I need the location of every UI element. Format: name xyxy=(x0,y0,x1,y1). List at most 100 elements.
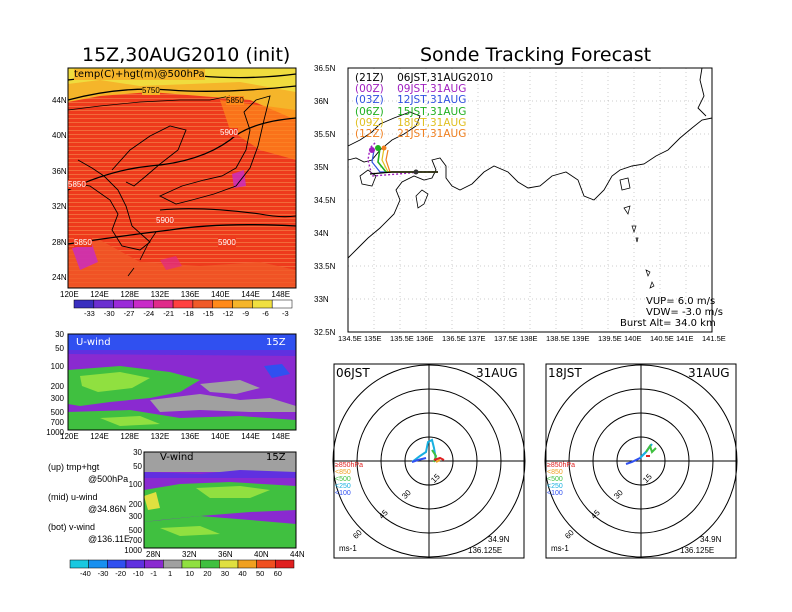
lon-tick-label: 136E xyxy=(180,432,200,441)
lat-tick-label: 40N xyxy=(52,131,67,141)
colorbar-tick-label: -33 xyxy=(84,309,95,318)
hodo-right-unit: ms-1 xyxy=(551,544,569,553)
colorbar-swatch xyxy=(153,299,174,309)
hodo-right-date: 31AUG xyxy=(688,366,730,380)
colorbar-swatch xyxy=(133,299,154,309)
contour-label: 5850 xyxy=(68,180,86,189)
hodo-right-time: 18JST xyxy=(548,366,582,380)
level-legend-item: <850 xyxy=(335,469,351,476)
lat-tick-label: 32N xyxy=(52,202,67,212)
hodo-right-lon: 136.125E xyxy=(680,546,715,555)
lat-tick-label: 32N xyxy=(182,550,197,559)
colorbar-swatch xyxy=(275,559,295,569)
colorbar-tick-label: 20 xyxy=(203,569,212,578)
colorbar-tick-label: -1 xyxy=(150,569,158,578)
colorbar-swatch xyxy=(125,559,145,569)
colorbar-tick-label: -9 xyxy=(242,309,250,318)
pressure-tick-label: 100 xyxy=(128,480,142,489)
lon-tick-label: 140E xyxy=(211,432,230,441)
colorbar-swatch xyxy=(163,559,183,569)
colorbar-swatch xyxy=(232,299,253,309)
legend-bot-1: (bot) v-wind xyxy=(48,522,96,532)
track-legend-item: (00Z) 09JST,31AUG xyxy=(355,83,466,95)
lat-tick-label: 36N xyxy=(218,550,233,559)
pressure-tick-label: 50 xyxy=(133,462,142,471)
hodo-left-lon: 136.125E xyxy=(468,546,503,555)
lon-tick-label: 140.5E xyxy=(650,334,674,343)
legend-mid-2: @34.86N xyxy=(88,504,127,514)
lon-tick-label: 144E xyxy=(241,290,260,299)
colorbar-tick-label: -3 xyxy=(282,309,289,318)
lon-tick-label: 120E xyxy=(60,432,79,441)
colorbar-swatch xyxy=(88,559,108,569)
lon-tick-label: 136E xyxy=(180,290,200,299)
colorbar-tick-label: 10 xyxy=(185,569,194,578)
legend-text: 21JST,31AUG xyxy=(393,128,467,140)
lon-tick-label: 137.5E xyxy=(494,334,518,343)
level-legend-item: ≥850hPa xyxy=(547,462,575,469)
lon-tick-label: 128E xyxy=(120,290,140,299)
level-legend-item: ≥850hPa xyxy=(335,462,363,469)
track-legend-item: (09Z) 18JST,31AUG xyxy=(355,117,466,129)
legend-tag: (21Z) xyxy=(355,72,384,84)
colorbar-tick-label: -40 xyxy=(80,569,91,578)
legend-mid-1: (mid) u-wind xyxy=(48,492,98,502)
lat-tick-label: 36N xyxy=(314,97,329,106)
lon-tick-label: 128E xyxy=(120,432,140,441)
contour-label: 5850 xyxy=(226,96,244,105)
colorbar-swatch xyxy=(200,559,220,569)
pressure-tick-label: 700 xyxy=(50,418,64,427)
legend-tag: (06Z) xyxy=(355,105,384,118)
hodo-left-lat: 34.9N xyxy=(488,535,510,544)
lat-tick-label: 36N xyxy=(52,166,67,176)
legend-tag: (03Z) xyxy=(355,94,384,107)
lon-tick-label: 136.5E xyxy=(442,334,466,343)
colorbar-tick-label: -27 xyxy=(123,309,135,318)
colorbar-tick-label: 40 xyxy=(238,569,247,578)
pressure-tick-label: 1000 xyxy=(124,546,142,555)
lat-tick-label: 34N xyxy=(314,229,329,238)
lat-tick-label: 40N xyxy=(254,550,269,559)
contour-label: 5750 xyxy=(142,86,160,95)
lon-tick-label: 148E xyxy=(271,290,291,299)
lon-tick-label: 144E xyxy=(241,432,260,441)
colorbar-tick-label: 50 xyxy=(256,569,265,578)
contour-label: 5900 xyxy=(156,216,174,225)
legend-tag: (12Z) xyxy=(355,128,384,140)
lon-tick-label: 124E xyxy=(90,290,109,299)
pressure-tick-label: 200 xyxy=(50,382,64,391)
lat-tick-label: 33.5N xyxy=(314,262,336,271)
level-legend-item: <250 xyxy=(335,483,351,490)
lon-tick-label: 139E xyxy=(572,334,590,343)
legend-up-1: (up) tmp+hgt xyxy=(48,462,100,472)
lon-tick-label: 135E xyxy=(364,334,382,343)
colorbar-swatch xyxy=(192,299,213,309)
colorbar-swatch xyxy=(237,559,257,569)
level-legend-item: <100 xyxy=(547,490,563,497)
colorbar-swatch xyxy=(212,299,233,309)
lon-tick-label: 135.5E xyxy=(390,334,414,343)
colorbar-swatch xyxy=(113,299,134,309)
colorbar-tick-label: -24 xyxy=(143,309,155,318)
colorbar-swatch xyxy=(252,299,273,309)
track-legend-item: (03Z) 12JST,31AUG xyxy=(355,94,466,106)
legend-text: 06JST,31AUG2010 xyxy=(393,72,494,84)
level-legend-item: <100 xyxy=(335,490,351,497)
lat-tick-label: 44N xyxy=(52,96,67,105)
temperature-height-map xyxy=(67,67,297,289)
param-vup: VUP= 6.0 m/s xyxy=(646,296,716,307)
colorbar-swatch xyxy=(256,559,276,569)
upper-map-label: temp(C)+hgt(m)@500hPa xyxy=(74,69,205,80)
lon-tick-label: 132E xyxy=(150,432,170,441)
colorbar-swatch xyxy=(172,299,194,309)
lon-tick-label: 138.5E xyxy=(546,334,570,343)
colorbar-swatch xyxy=(271,299,293,309)
sonde-track-map xyxy=(347,67,713,333)
colorbar-swatch xyxy=(181,559,201,569)
colorbar-tick-label: -20 xyxy=(115,569,127,578)
param-vdw: VDW= -3.0 m/s xyxy=(646,307,723,318)
lon-tick-label: 138E xyxy=(520,334,538,343)
v-wind-time: 15Z xyxy=(266,452,286,463)
colorbar-tick-label: 1 xyxy=(168,569,173,578)
contour-label: 5900 xyxy=(218,238,236,247)
